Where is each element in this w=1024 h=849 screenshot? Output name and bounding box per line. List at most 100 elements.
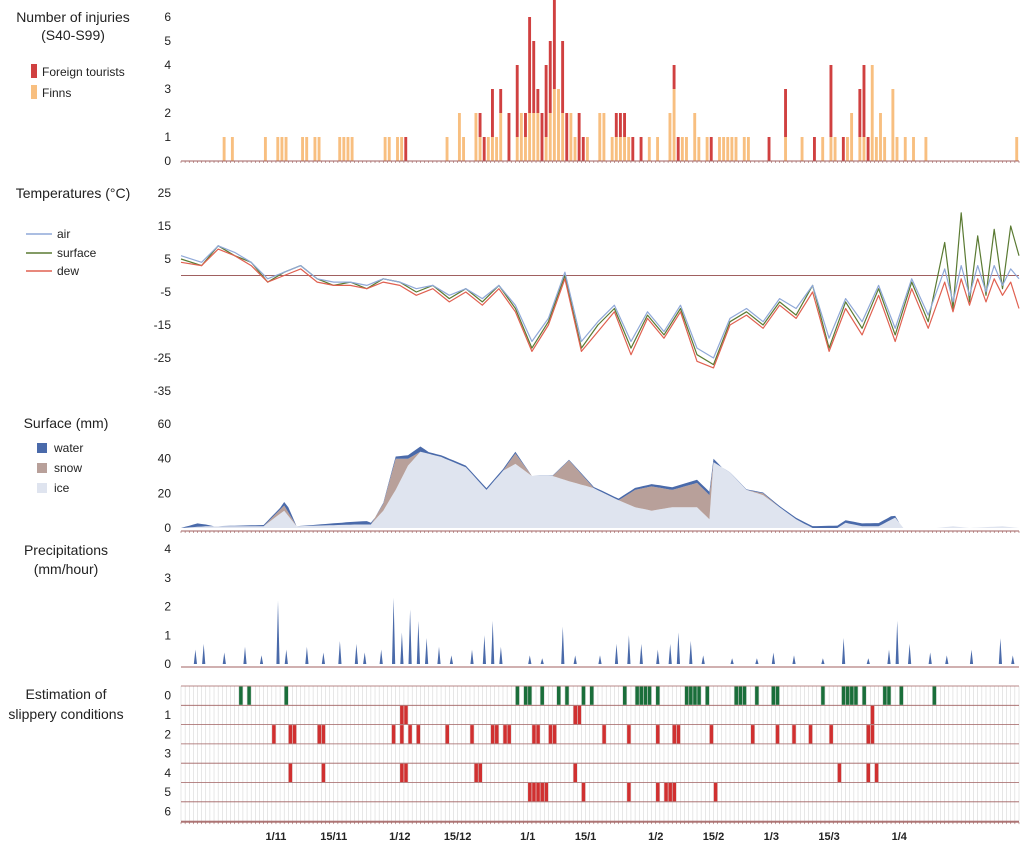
precipitation-spike xyxy=(998,638,1002,664)
slippery-cell-level-0 xyxy=(556,686,561,705)
precipitation-spike xyxy=(259,655,264,664)
slippery-cell-level-2 xyxy=(391,725,396,744)
injury-bar-finns xyxy=(317,137,321,161)
injury-bar-finns xyxy=(346,137,350,161)
precipitation-spike xyxy=(969,649,974,664)
slippery-cell-level-0 xyxy=(862,686,866,705)
slippery-level-label: 1 xyxy=(164,708,171,722)
injury-bar-foreign xyxy=(841,137,845,161)
slippery-level-label: 6 xyxy=(164,804,171,818)
precipitation-spike xyxy=(284,649,288,664)
injury-bar-foreign xyxy=(858,89,862,137)
precipitation-spike xyxy=(771,652,775,664)
slippery-cell-level-5 xyxy=(664,783,668,802)
injuries-panel: Number of injuries (S40-S99) Foreign tou… xyxy=(16,0,1020,168)
slippery-cell-level-0 xyxy=(850,686,854,705)
precipitation-spike xyxy=(755,658,759,664)
slippery-cell-level-0 xyxy=(845,686,850,705)
precipitation-spike xyxy=(639,643,643,664)
slippery-cell-level-2 xyxy=(829,725,833,744)
legend-label-air: air xyxy=(57,227,70,241)
precipitation-spike xyxy=(1011,655,1015,664)
slippery-cell-level-5 xyxy=(581,783,586,802)
slippery-cell-level-0 xyxy=(738,686,743,705)
injury-bar-foreign xyxy=(581,137,585,161)
injury-bar-finns xyxy=(350,137,354,161)
slippery-cell-level-0 xyxy=(734,686,738,705)
precipitation-spike xyxy=(392,597,396,664)
precipitation-spike xyxy=(354,643,358,664)
slippery-level-label: 5 xyxy=(164,785,171,799)
date-label: 1/12 xyxy=(389,831,410,843)
slippery-cell-level-2 xyxy=(416,725,421,744)
slippery-cell-level-5 xyxy=(656,783,660,802)
precipitation-spike xyxy=(400,632,404,664)
injury-bar-finns xyxy=(874,137,878,161)
precipitation-spike xyxy=(676,632,680,664)
precipitation-spike xyxy=(701,655,705,664)
injury-bar-finns xyxy=(862,137,866,161)
slippery-cell-level-2 xyxy=(292,725,297,744)
slippery-cell-level-0 xyxy=(565,686,569,705)
slippery-cell-level-4 xyxy=(573,763,577,782)
slippery-cell-level-0 xyxy=(643,686,648,705)
injury-bar-foreign xyxy=(524,113,527,137)
y-tick-label: 15 xyxy=(158,219,172,233)
date-labels: 1/11 15/11 1/12 15/12 1/1 15/1 1/2 15/2 1/3 15/3 1… xyxy=(266,831,908,843)
slippery-cell-level-0 xyxy=(841,686,846,705)
injury-bar-finns xyxy=(685,137,688,161)
y-tick-label: 2 xyxy=(164,600,171,614)
slippery-cell-level-4 xyxy=(866,763,871,782)
injury-bar-finns xyxy=(718,137,721,161)
injury-bar-finns xyxy=(222,137,226,161)
slippery-cell-level-2 xyxy=(445,725,450,744)
injury-bar-finns xyxy=(284,137,288,161)
precipitation-spike xyxy=(193,649,197,664)
injury-bar-finns xyxy=(784,137,787,161)
injury-bar-finns xyxy=(800,137,804,161)
injury-bar-finns xyxy=(647,137,651,161)
slippery-cell-level-2 xyxy=(495,725,499,744)
precipitation-spike xyxy=(540,658,544,664)
slippery-y-ticks: 0 1 2 3 4 5 6 xyxy=(164,689,171,819)
slippery-cell-level-2 xyxy=(400,725,404,744)
injury-bar-foreign xyxy=(672,65,676,89)
y-tick-label: 4 xyxy=(164,542,171,556)
injury-bar-foreign xyxy=(618,113,622,137)
slippery-cell-level-2 xyxy=(536,725,540,744)
slippery-panel: Estimation of slippery conditions 0 1 2 3 4 5… xyxy=(8,685,1020,825)
surface-title: Surface (mm) xyxy=(24,415,109,431)
slippery-cell-level-2 xyxy=(792,725,796,744)
injury-bar-foreign xyxy=(631,137,635,161)
temperatures-title: Temperatures (°C) xyxy=(16,185,131,201)
injuries-y-ticks: 0 1 2 3 4 5 6 xyxy=(164,10,171,168)
injury-bar-finns xyxy=(486,137,490,161)
injury-bar-finns xyxy=(870,65,874,161)
y-tick-label: 5 xyxy=(164,34,171,48)
slippery-cell-level-4 xyxy=(874,763,879,782)
slippery-cell-level-0 xyxy=(540,686,544,705)
injury-bar-finns xyxy=(623,137,626,161)
injuries-subtitle: (S40-S99) xyxy=(41,27,105,43)
injury-bar-foreign xyxy=(544,65,548,137)
slippery-cell-level-1 xyxy=(404,705,408,725)
slippery-cell-level-5 xyxy=(713,783,718,802)
precipitation-spike xyxy=(730,658,734,664)
slippery-cell-level-4 xyxy=(478,763,483,782)
injury-bar-finns xyxy=(585,137,589,161)
slippery-cell-level-0 xyxy=(656,686,660,705)
slippery-level-label: 4 xyxy=(164,766,171,780)
legend-label-snow: snow xyxy=(54,461,82,475)
precipitation-area xyxy=(193,597,1015,664)
slippery-cell-level-2 xyxy=(656,725,660,744)
date-label: 15/3 xyxy=(818,831,839,843)
injury-bar-foreign xyxy=(767,137,771,161)
slippery-cell-level-0 xyxy=(755,686,759,705)
slippery-level-label: 2 xyxy=(164,727,171,741)
injury-bar-finns xyxy=(912,137,915,161)
injury-bar-finns xyxy=(544,137,548,161)
y-tick-label: 40 xyxy=(158,452,172,466)
injury-bar-finns xyxy=(495,137,499,161)
slippery-cell-level-2 xyxy=(408,725,412,744)
date-label: 1/11 xyxy=(266,831,287,843)
